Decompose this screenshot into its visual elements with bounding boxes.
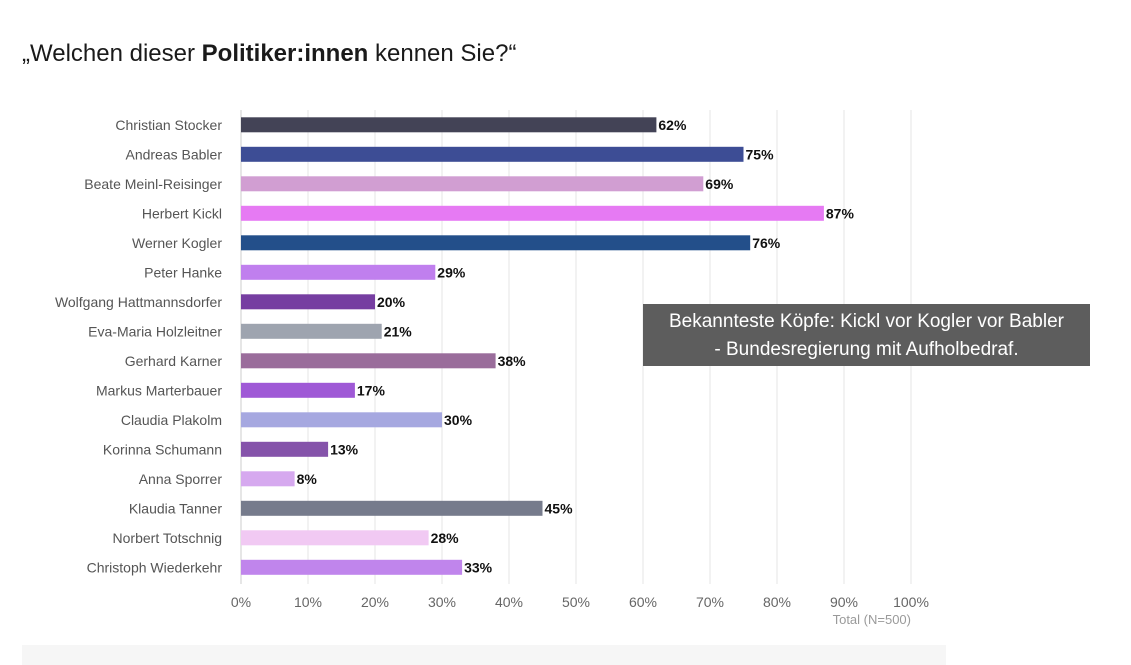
category-label: Christian Stocker [115, 117, 222, 133]
category-label: Christoph Wiederkehr [87, 559, 223, 575]
value-label: 33% [464, 559, 493, 575]
x-tick-label: 10% [294, 594, 322, 610]
bar [241, 412, 442, 428]
x-tick-label: 100% [893, 594, 929, 610]
bar [241, 559, 463, 575]
page-title-bold: Politiker:innen [201, 40, 369, 67]
category-label: Wolfgang Hattmannsdorfer [55, 294, 222, 310]
value-label: 13% [330, 441, 359, 457]
category-label: Herbert Kickl [142, 205, 222, 221]
bar [241, 382, 355, 398]
x-tick-label: 60% [629, 594, 657, 610]
x-tick-label: 20% [361, 594, 389, 610]
category-label: Werner Kogler [132, 235, 222, 251]
value-label: 30% [444, 412, 473, 428]
value-label: 76% [752, 235, 781, 251]
sample-note: Total (N=500) [833, 612, 911, 627]
value-label: 21% [384, 323, 413, 339]
value-label: 62% [658, 117, 687, 133]
bar [241, 530, 429, 546]
category-label: Anna Sporrer [139, 471, 223, 487]
callout-line-1: Bekannteste Köpfe: Kickl vor Kogler vor … [669, 311, 1064, 332]
bar [241, 294, 375, 310]
bar [241, 323, 382, 339]
x-tick-label: 40% [495, 594, 523, 610]
bar [241, 146, 744, 162]
value-label: 69% [705, 176, 734, 192]
category-label: Beate Meinl-Reisinger [84, 176, 222, 192]
value-label: 20% [377, 294, 406, 310]
category-label: Andreas Babler [125, 146, 222, 162]
x-tick-label: 80% [763, 594, 791, 610]
category-label: Klaudia Tanner [129, 500, 222, 516]
value-label: 75% [746, 146, 775, 162]
callout-line-2: - Bundesregierung mit Aufholbedraf. [714, 339, 1019, 360]
category-label: Norbert Totschnig [113, 530, 222, 546]
value-label: 87% [826, 205, 855, 221]
category-label: Markus Marterbauer [96, 382, 222, 398]
value-label: 45% [545, 500, 574, 516]
bar [241, 117, 657, 133]
value-label: 8% [297, 471, 318, 487]
category-label: Gerhard Karner [125, 353, 223, 369]
bar [241, 500, 543, 516]
bar [241, 441, 329, 457]
callout-box: Bekannteste Köpfe: Kickl vor Kogler vor … [643, 304, 1090, 366]
bar [241, 471, 295, 487]
page-title: „Welchen dieser Politiker:innen kennen S… [22, 40, 517, 67]
footer-bar [22, 645, 946, 665]
x-tick-label: 70% [696, 594, 724, 610]
bar [241, 205, 824, 221]
x-tick-label: 0% [231, 594, 251, 610]
bar [241, 353, 496, 369]
bar [241, 176, 704, 192]
category-label: Peter Hanke [144, 264, 222, 280]
bar [241, 264, 436, 280]
value-label: 29% [437, 264, 466, 280]
bar [241, 235, 751, 251]
x-tick-label: 90% [830, 594, 858, 610]
x-tick-label: 30% [428, 594, 456, 610]
value-label: 38% [498, 353, 527, 369]
category-label: Korinna Schumann [103, 441, 222, 457]
x-tick-label: 50% [562, 594, 590, 610]
category-label: Eva-Maria Holzleitner [88, 323, 222, 339]
value-label: 17% [357, 382, 386, 398]
category-label: Claudia Plakolm [121, 412, 222, 428]
value-label: 28% [431, 530, 460, 546]
